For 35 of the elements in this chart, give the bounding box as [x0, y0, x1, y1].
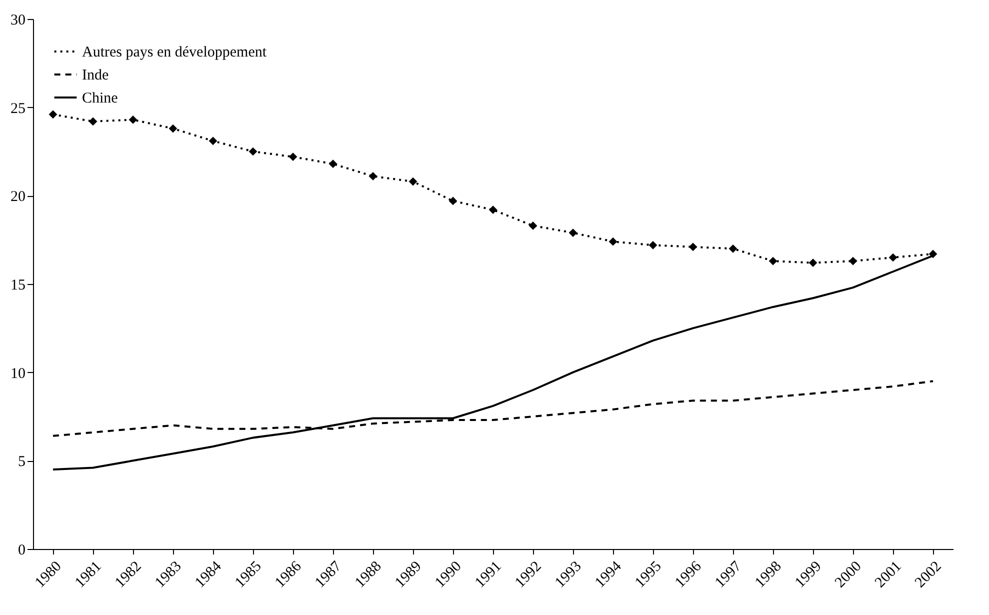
point	[928, 250, 938, 258]
x-tick-label: 1991	[472, 558, 505, 592]
y-tick-label: 30	[10, 12, 26, 28]
point	[848, 256, 858, 266]
point	[128, 116, 138, 124]
point	[448, 196, 458, 206]
legend-label: Autres pays en développement	[82, 44, 268, 60]
point	[208, 136, 218, 146]
point	[48, 110, 58, 119]
point	[888, 253, 898, 262]
point	[248, 147, 258, 156]
point	[728, 244, 738, 253]
point	[288, 152, 298, 161]
point	[88, 117, 98, 126]
point	[168, 124, 178, 133]
point	[528, 222, 538, 230]
point	[368, 172, 378, 180]
point	[608, 237, 618, 246]
point	[688, 242, 698, 252]
point	[488, 206, 498, 214]
y-tick-label: 10	[10, 366, 26, 382]
y-tick-label: 5	[18, 454, 26, 470]
x-tick-label: 1981	[72, 558, 105, 592]
point	[408, 177, 418, 186]
point	[568, 228, 578, 237]
legend-label: Inde	[82, 68, 109, 84]
point	[328, 160, 338, 168]
y-tick-label: 20	[10, 189, 26, 206]
legend-label: Chine	[82, 90, 118, 106]
y-tick-label: 25	[10, 100, 26, 117]
point	[808, 258, 818, 267]
y-tick-label: 15	[10, 278, 26, 294]
point	[648, 240, 658, 250]
point	[768, 256, 778, 266]
y-tick-label: 0	[18, 542, 26, 558]
